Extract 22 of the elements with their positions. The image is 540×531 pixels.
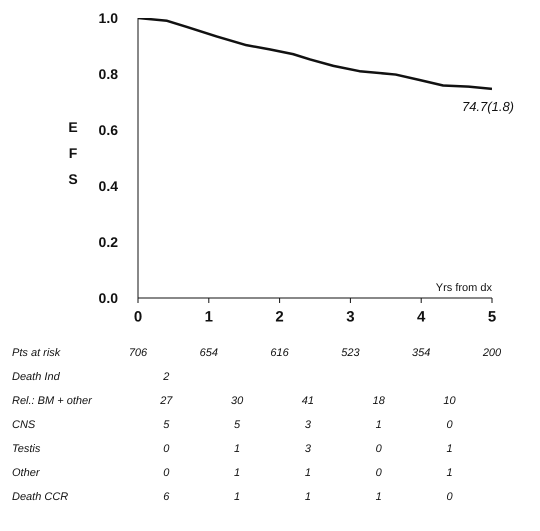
x-tick-label: 3 [346,308,355,326]
x-tick-label: 2 [275,308,284,326]
y-tick-label: 0.8 [98,66,118,82]
x-axis-title: Yrs from dx [436,282,492,294]
text: Death Ind 2 [12,371,170,383]
annotation: 74.7(1.8) [462,99,514,114]
text: Death CCR 6 1 1 1 0 [12,491,453,503]
text: Rel.: BM + other 27 30 41 18 10 [12,395,456,407]
text: CNS 5 5 3 1 0 [12,419,453,431]
text: Other 0 1 1 0 1 [12,467,453,479]
text: Pts at risk 706 654 616 523 354 200 [12,347,502,359]
y-axis-title: EFS [68,119,78,187]
y-tick-label: 0.2 [98,234,118,250]
x-tick-label: 1 [204,308,213,326]
x-tick-label: 4 [417,308,426,326]
x-tick-label: 5 [488,308,496,326]
y-tick-label: 0.6 [98,122,118,138]
y-tick-label: 0.0 [98,290,118,306]
y-tick-label: 0.4 [98,178,118,194]
text: Testis 0 1 3 0 1 [12,443,453,455]
y-tick-label: 1.0 [98,10,118,26]
x-tick-label: 0 [134,308,142,326]
